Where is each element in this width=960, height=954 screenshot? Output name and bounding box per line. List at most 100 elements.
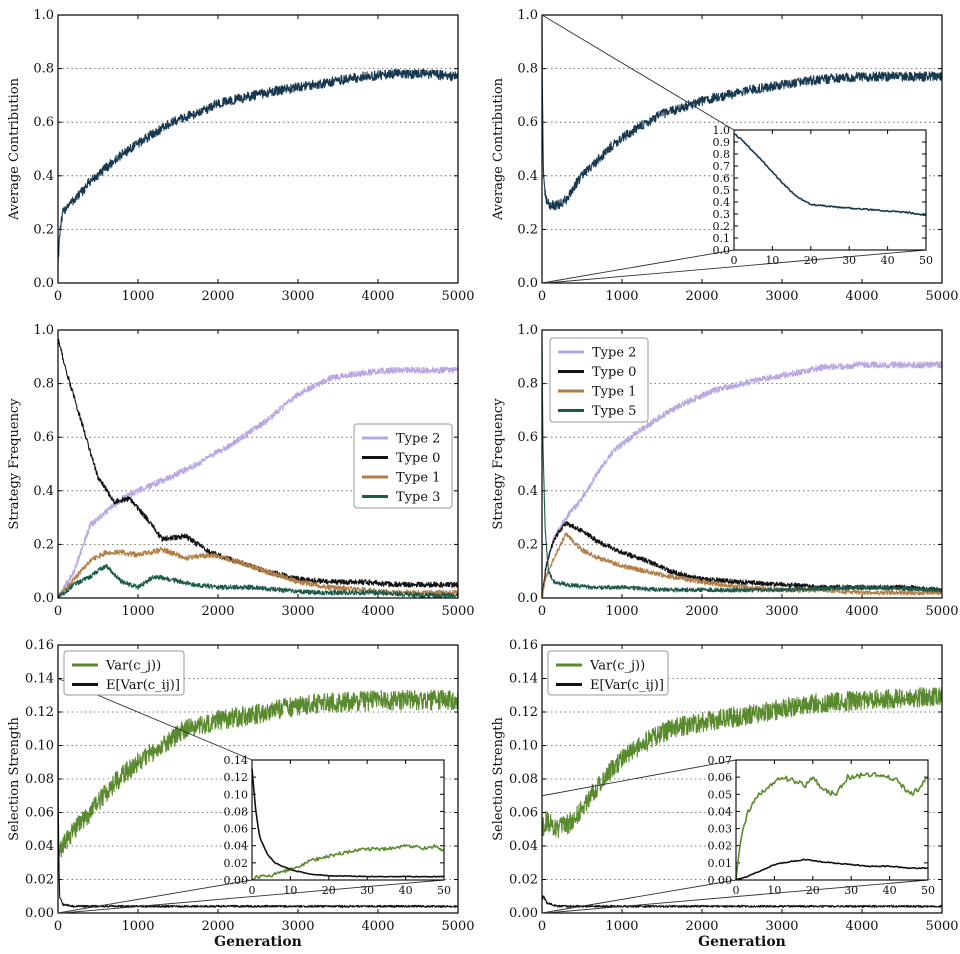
- y-tick-label: 0.02: [708, 840, 733, 853]
- x-tick-label: 2000: [201, 604, 234, 619]
- y-tick-label: 0.12: [509, 705, 538, 720]
- y-axis-label: Average Contribution: [491, 77, 506, 221]
- inset-p5: 0.00 0.02 0.04 0.06 0.08 0.10 0.12 0.14 0 10 20 30 4…: [224, 754, 452, 897]
- y-tick-label: 0.0: [33, 276, 54, 291]
- x-tick-label: 5000: [441, 289, 474, 304]
- x-tick-label: 0: [538, 604, 546, 619]
- x-tick-label: 20: [806, 884, 820, 897]
- y-tick-label: 0.08: [509, 772, 538, 787]
- y-tick-label: 0.3: [713, 208, 731, 221]
- legend: Type 2 Type 0 Type 1 Type 5: [550, 338, 648, 422]
- y-tick-label: 0.04: [25, 839, 54, 854]
- x-tick-label: 50: [437, 884, 451, 897]
- y-tick-label: 0.02: [25, 873, 54, 888]
- chart-p2: 0.0 0.2 0.4 0.6 0.8 1.0 0 1000 2000 3000 4000 5000 A…: [491, 8, 959, 304]
- x-tick-label: 40: [399, 884, 413, 897]
- y-tick-label: 0.08: [25, 772, 54, 787]
- y-tick-label: 0.0: [517, 591, 538, 606]
- x-tick-label: 40: [883, 884, 897, 897]
- x-tick-label: 2000: [685, 604, 718, 619]
- y-tick-label: 0.12: [25, 705, 54, 720]
- y-tick-label: 0.02: [224, 857, 249, 870]
- legend-label: Var(c_j)): [105, 659, 161, 674]
- y-axis-label: Selection Strength: [491, 716, 506, 840]
- x-tick-label: 10: [765, 254, 779, 267]
- y-tick-label: 0.0: [33, 591, 54, 606]
- y-tick-label: 0.00: [224, 874, 249, 887]
- x-tick-label: 10: [767, 884, 781, 897]
- x-tick-label: 2000: [685, 919, 718, 934]
- x-tick-label: 3000: [765, 604, 798, 619]
- y-tick-label: 0.04: [708, 805, 733, 818]
- y-tick-label: 0.04: [509, 839, 538, 854]
- y-tick-label: 0.8: [517, 377, 538, 392]
- legend-label: Var(c_j)): [589, 659, 645, 674]
- y-tick-label: 0.03: [708, 823, 733, 836]
- y-tick-label: 0.08: [224, 805, 249, 818]
- legend-label: E[Var(c_ij)]: [590, 678, 664, 693]
- y-tick-label: 0.2: [33, 537, 54, 552]
- chart-p3: 0.0 0.2 0.4 0.6 0.8 1.0 0 1000 2000 3000 4000 5000 S…: [7, 323, 475, 619]
- y-tick-label: 0.14: [509, 672, 538, 687]
- x-tick-label: 1000: [121, 604, 154, 619]
- x-tick-label: 30: [842, 254, 856, 267]
- y-tick-label: 0.2: [713, 220, 731, 233]
- y-tick-label: 0.8: [33, 62, 54, 77]
- y-axis-label: Selection Strength: [7, 716, 22, 840]
- inset-p2: 0.00.10.20.30.40.50.60.70.80.91.00 10 20 30…: [713, 124, 934, 267]
- x-tick-label: 4000: [845, 604, 878, 619]
- x-tick-label: 50: [921, 884, 935, 897]
- y-tick-label: 0.8: [33, 377, 54, 392]
- y-tick-label: 0.2: [517, 537, 538, 552]
- y-tick-label: 0.12: [224, 771, 249, 784]
- y-tick-label: 0.2: [33, 222, 54, 237]
- x-tick-label: 4000: [845, 919, 878, 934]
- legend-label: Type 2: [592, 346, 636, 361]
- legend-label: E[Var(c_ij)]: [106, 678, 180, 693]
- y-tick-label: 1.0: [517, 323, 538, 338]
- y-tick-label: 0.10: [224, 788, 249, 801]
- y-tick-label: 0.8: [517, 62, 538, 77]
- y-tick-label: 0.00: [708, 874, 733, 887]
- y-tick-label: 0.06: [708, 771, 733, 784]
- plot-area: [58, 15, 458, 283]
- x-tick-label: 5000: [441, 604, 474, 619]
- chart-p5: 0.000.020.040.060.080.100.120.140.160 100…: [7, 638, 475, 950]
- x-tick-label: 0: [54, 919, 62, 934]
- y-tick-label: 0.0: [517, 276, 538, 291]
- y-tick-label: 0.2: [517, 222, 538, 237]
- x-tick-label: 20: [804, 254, 818, 267]
- inset-plot-area: [734, 130, 926, 250]
- x-tick-label: 1000: [605, 919, 638, 934]
- y-tick-label: 0.6: [33, 430, 54, 445]
- x-tick-label: 0: [731, 254, 738, 267]
- legend-label: Type 5: [592, 404, 636, 419]
- y-tick-label: 0.10: [25, 739, 54, 754]
- x-tick-label: 3000: [765, 289, 798, 304]
- y-tick-label: 0.06: [509, 806, 538, 821]
- x-axis-label: Generation: [214, 934, 302, 950]
- legend-label: Type 1: [592, 385, 636, 400]
- y-axis-label: Strategy Frequency: [7, 398, 22, 530]
- x-tick-label: 4000: [361, 289, 394, 304]
- legend: Type 2 Type 0 Type 1 Type 3: [354, 424, 452, 508]
- legend-label: Type 3: [396, 490, 440, 505]
- x-tick-label: 0: [538, 289, 546, 304]
- y-tick-label: 0.14: [25, 672, 54, 687]
- x-tick-label: 5000: [925, 289, 958, 304]
- y-tick-label: 0.4: [33, 484, 54, 499]
- x-tick-label: 1000: [605, 604, 638, 619]
- y-tick-label: 0.7: [713, 160, 731, 173]
- y-tick-label: 0.16: [25, 638, 54, 653]
- x-tick-label: 0: [54, 604, 62, 619]
- x-tick-label: 3000: [281, 919, 314, 934]
- x-tick-label: 4000: [361, 604, 394, 619]
- legend: Var(c_j)) E[Var(c_ij)]: [548, 651, 668, 695]
- y-tick-label: 0.07: [708, 754, 733, 767]
- legend-label: Type 0: [592, 365, 636, 380]
- y-tick-label: 0.9: [713, 136, 731, 149]
- y-tick-label: 0.4: [517, 169, 538, 184]
- x-tick-label: 4000: [845, 289, 878, 304]
- y-tick-label: 0.10: [509, 739, 538, 754]
